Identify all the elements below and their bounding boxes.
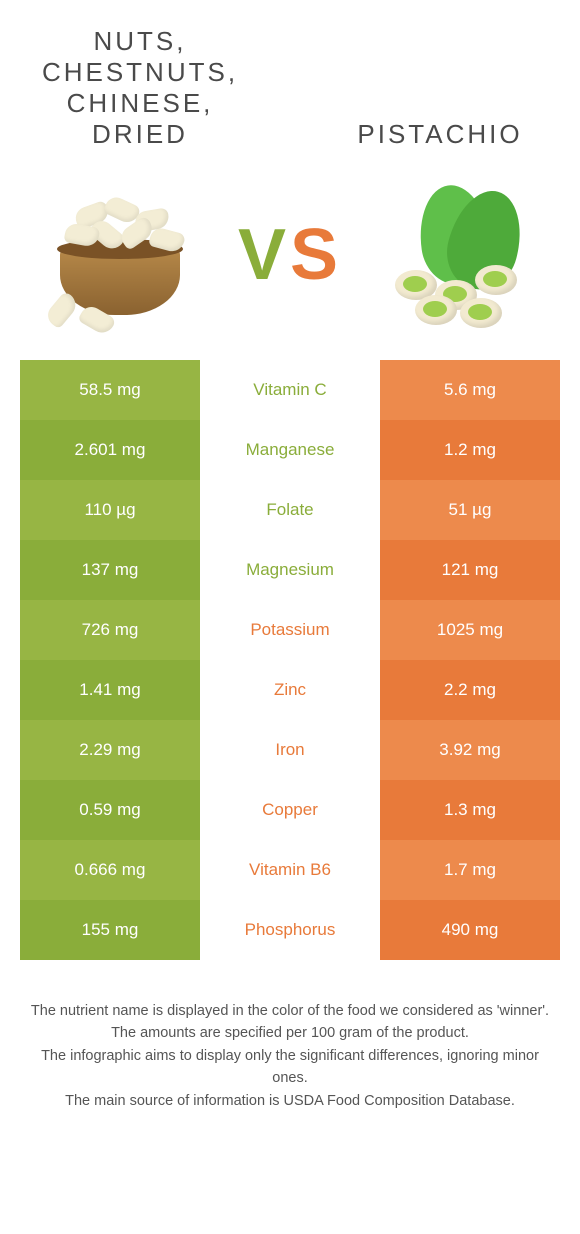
table-row: 137 mgMagnesium121 mg [20, 540, 560, 600]
vs-s: S [290, 215, 342, 295]
left-value: 1.41 mg [20, 660, 200, 720]
right-value: 2.2 mg [380, 660, 560, 720]
right-value: 1025 mg [380, 600, 560, 660]
images-row: VS [0, 160, 580, 360]
nutrient-name: Iron [200, 720, 380, 780]
table-row: 0.666 mgVitamin B61.7 mg [20, 840, 560, 900]
nutrient-table: 58.5 mgVitamin C5.6 mg2.601 mgManganese1… [20, 360, 560, 960]
left-food-image [30, 175, 210, 335]
left-value: 155 mg [20, 900, 200, 960]
table-row: 110 µgFolate51 µg [20, 480, 560, 540]
table-row: 1.41 mgZinc2.2 mg [20, 660, 560, 720]
table-row: 155 mgPhosphorus490 mg [20, 900, 560, 960]
right-value: 3.92 mg [380, 720, 560, 780]
left-value: 2.601 mg [20, 420, 200, 480]
nutrient-name: Vitamin C [200, 360, 380, 420]
right-value: 490 mg [380, 900, 560, 960]
table-row: 2.601 mgManganese1.2 mg [20, 420, 560, 480]
nutrient-name: Phosphorus [200, 900, 380, 960]
right-value: 1.3 mg [380, 780, 560, 840]
footer-line-1: The nutrient name is displayed in the co… [30, 1000, 550, 1022]
nutrient-name: Vitamin B6 [200, 840, 380, 900]
left-value: 137 mg [20, 540, 200, 600]
table-row: 0.59 mgCopper1.3 mg [20, 780, 560, 840]
left-value: 2.29 mg [20, 720, 200, 780]
right-value: 1.7 mg [380, 840, 560, 900]
left-value: 58.5 mg [20, 360, 200, 420]
nutrient-name: Magnesium [200, 540, 380, 600]
vs-v: V [238, 215, 290, 295]
pistachio-icon [375, 180, 545, 330]
right-value: 5.6 mg [380, 360, 560, 420]
table-row: 726 mgPotassium1025 mg [20, 600, 560, 660]
right-value: 121 mg [380, 540, 560, 600]
nutrient-name: Potassium [200, 600, 380, 660]
right-food-image [370, 175, 550, 335]
table-row: 58.5 mgVitamin C5.6 mg [20, 360, 560, 420]
left-value: 726 mg [20, 600, 200, 660]
cashew-basket-icon [35, 175, 205, 335]
footer-line-4: The main source of information is USDA F… [30, 1090, 550, 1112]
nutrient-name: Zinc [200, 660, 380, 720]
footer-line-2: The amounts are specified per 100 gram o… [30, 1022, 550, 1044]
nutrient-name: Folate [200, 480, 380, 540]
right-value: 1.2 mg [380, 420, 560, 480]
footer: The nutrient name is displayed in the co… [0, 960, 580, 1132]
left-food-title: Nuts, chestnuts, chinese, dried [40, 26, 240, 150]
left-value: 0.666 mg [20, 840, 200, 900]
nutrient-name: Manganese [200, 420, 380, 480]
left-value: 110 µg [20, 480, 200, 540]
right-value: 51 µg [380, 480, 560, 540]
nutrient-name: Copper [200, 780, 380, 840]
right-food-title: Pistachio [340, 119, 540, 150]
header: Nuts, chestnuts, chinese, dried Pistachi… [0, 0, 580, 160]
footer-line-3: The infographic aims to display only the… [30, 1045, 550, 1090]
table-row: 2.29 mgIron3.92 mg [20, 720, 560, 780]
vs-label: VS [238, 214, 342, 296]
left-value: 0.59 mg [20, 780, 200, 840]
